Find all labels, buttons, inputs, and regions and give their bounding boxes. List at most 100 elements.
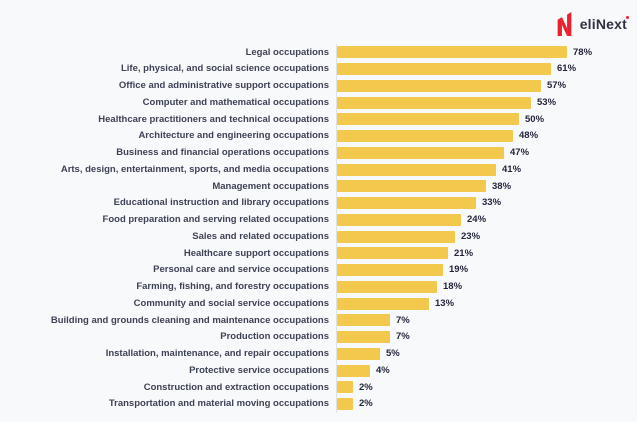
bar-area: 41% [336, 161, 637, 178]
bar [337, 247, 448, 260]
bar-area: 21% [336, 245, 637, 262]
value-label: 41% [502, 163, 522, 175]
value-label: 13% [435, 297, 455, 309]
bar [337, 113, 519, 126]
bar-area: 7% [336, 312, 637, 329]
bar-row: Healthcare support occupations 21% [0, 245, 637, 262]
bar-area: 38% [336, 178, 637, 195]
value-label: 47% [510, 147, 530, 159]
category-label: Protective service occupations [189, 364, 329, 376]
category-label: Transportation and material moving occup… [108, 398, 329, 410]
category-label: Computer and mathematical occupations [142, 96, 329, 108]
bar [337, 230, 455, 243]
bar [337, 163, 496, 176]
bar-area: 47% [336, 144, 637, 162]
elinext-logo: eliNext [554, 12, 629, 36]
value-label: 2% [359, 381, 373, 393]
bar-area: 18% [336, 278, 637, 296]
bar-row: Sales and related occupations 23% [0, 228, 637, 245]
value-label: 5% [386, 348, 400, 360]
logo-red-dot [626, 16, 629, 19]
bar-row: Food preparation and serving related occ… [0, 211, 637, 229]
bar [337, 79, 541, 92]
value-label: 4% [376, 364, 390, 376]
bar-row: Life, physical, and social science occup… [0, 60, 637, 78]
category-label: Building and grounds cleaning and mainte… [50, 314, 329, 326]
category-label: Sales and related occupations [192, 230, 329, 242]
bar [337, 213, 461, 226]
bar-area: 57% [336, 77, 637, 95]
bar [337, 63, 551, 76]
category-label: Legal occupations [245, 46, 329, 58]
value-label: 21% [454, 247, 474, 259]
bar-row: Protective service occupations 4% [0, 362, 637, 379]
bar [337, 264, 443, 277]
bar-row: Office and administrative support occupa… [0, 77, 637, 95]
category-label: Arts, design, entertainment, sports, and… [60, 163, 329, 175]
category-label: Installation, maintenance, and repair oc… [105, 348, 329, 360]
bar-row: Community and social service occupations… [0, 295, 637, 312]
category-label: Business and financial operations occupa… [116, 147, 329, 159]
bar-row: Farming, fishing, and forestry occupatio… [0, 278, 637, 296]
bar [337, 146, 504, 159]
value-label: 78% [573, 46, 593, 58]
value-label: 61% [557, 63, 577, 75]
category-label: Architecture and engineering occupations [138, 130, 329, 142]
bar [337, 347, 380, 360]
category-label: Healthcare support occupations [183, 247, 329, 259]
value-label: 2% [359, 398, 373, 410]
value-label: 23% [461, 230, 481, 242]
value-label: 7% [396, 314, 410, 326]
bar-row: Building and grounds cleaning and mainte… [0, 312, 637, 329]
bar-area: 2% [336, 379, 637, 396]
bar-row: Personal care and service occupations 19% [0, 261, 637, 279]
category-label: Educational instruction and library occu… [113, 197, 329, 209]
bar [337, 46, 567, 59]
bar-row: Architecture and engineering occupations… [0, 127, 637, 145]
bar [337, 331, 390, 344]
bar-area: 5% [336, 345, 637, 363]
elinext-logo-text: eliNext [579, 16, 629, 32]
bar [337, 364, 370, 377]
value-label: 38% [492, 180, 512, 192]
value-label: 50% [525, 113, 545, 125]
bar-area: 78% [336, 44, 637, 61]
bar [337, 96, 531, 109]
bar-row: Arts, design, entertainment, sports, and… [0, 161, 637, 178]
bar-area: 61% [336, 60, 637, 78]
bar-row: Educational instruction and library occu… [0, 194, 637, 212]
category-label: Food preparation and serving related occ… [102, 214, 329, 226]
bar [337, 381, 353, 394]
bar-row: Legal occupations 78% [0, 44, 637, 61]
category-label: Production occupations [220, 331, 329, 343]
bar-area: 48% [336, 127, 637, 145]
value-label: 24% [467, 214, 487, 226]
bar-row: Production occupations 7% [0, 328, 637, 346]
category-label: Construction and extraction occupations [143, 381, 329, 393]
bar [337, 398, 353, 411]
category-label: Life, physical, and social science occup… [120, 63, 329, 75]
bar-row: Installation, maintenance, and repair oc… [0, 345, 637, 363]
bar-area: 53% [336, 94, 637, 111]
bar-area: 4% [336, 362, 637, 379]
bar [337, 280, 437, 293]
elinext-n-icon [557, 12, 572, 36]
bar-row: Management occupations 38% [0, 178, 637, 195]
value-label: 18% [443, 281, 463, 293]
bar-rows: Legal occupations 78% Life, physical, and … [0, 44, 637, 413]
bar [337, 130, 513, 143]
category-label: Office and administrative support occupa… [118, 80, 329, 92]
bar-row: Transportation and material moving occup… [0, 395, 637, 413]
bar [337, 180, 486, 193]
bar [337, 297, 429, 310]
category-label: Community and social service occupations [133, 297, 329, 309]
value-label: 57% [547, 80, 567, 92]
value-label: 48% [519, 130, 539, 142]
bar-row: Computer and mathematical occupations 53% [0, 94, 637, 111]
bar-row: Construction and extraction occupations 2… [0, 379, 637, 396]
value-label: 19% [449, 264, 469, 276]
value-label: 53% [537, 96, 557, 108]
bar [337, 314, 390, 327]
category-label: Farming, fishing, and forestry occupatio… [136, 281, 329, 293]
